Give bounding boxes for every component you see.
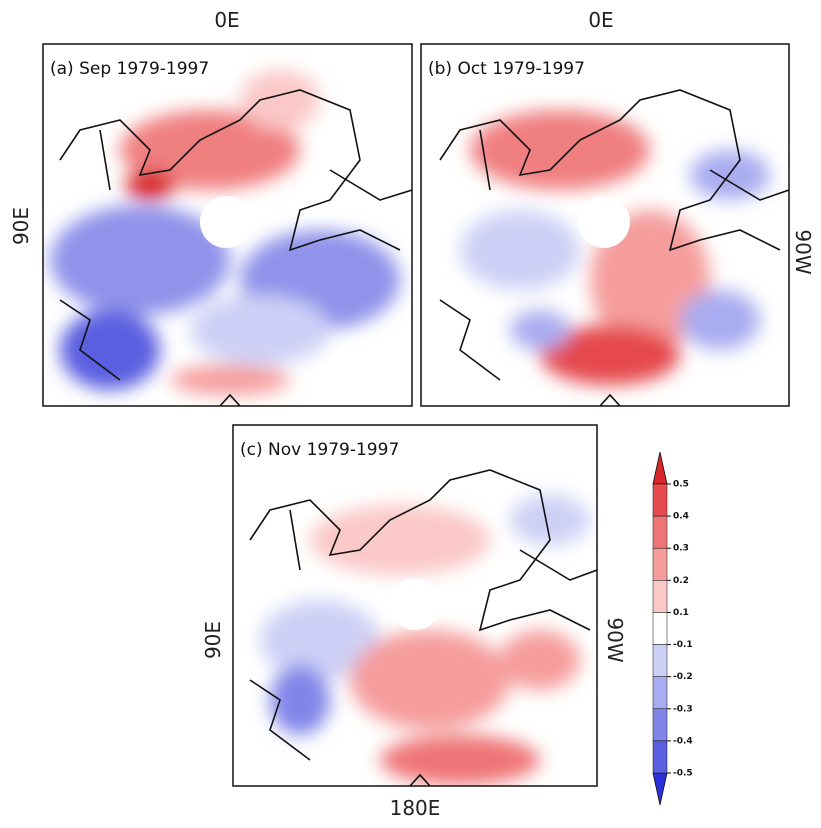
colorbar-end	[652, 772, 668, 806]
colorbar: 0.5 0.4 0.3 0.2 0.1 -0.1 -0.2 -0.3 -0.4 -0.5	[652, 451, 693, 806]
axis-label: 180E	[390, 796, 441, 820]
colorbar-bin	[652, 547, 668, 581]
panel-title: (b) Oct 1979-1997	[428, 59, 585, 79]
map-frame	[232, 424, 598, 787]
axis-label: 0E	[588, 8, 613, 32]
colorbar-end	[652, 451, 668, 485]
colorbar-bin	[652, 708, 668, 742]
panel-title: (a) Sep 1979-1997	[50, 59, 209, 79]
map-a	[43, 44, 412, 406]
axis-label: 90E	[9, 207, 33, 245]
colorbar-bin	[652, 612, 668, 645]
colorbar-bin	[652, 483, 668, 517]
axis-label: 90W	[603, 617, 627, 662]
colorbar-tick-label: -0.3	[673, 704, 693, 714]
map-b	[421, 44, 789, 406]
colorbar-bin	[652, 644, 668, 677]
colorbar-tick-label: 0.3	[673, 544, 689, 554]
map-frame	[42, 43, 413, 407]
axis-label: 90W	[791, 229, 815, 274]
colorbar-tick-label: 0.5	[673, 480, 689, 490]
axis-label: 90E	[201, 621, 225, 659]
colorbar-tick-label: 0.1	[673, 608, 689, 618]
colorbar-bin	[652, 515, 668, 549]
map-c	[233, 425, 597, 786]
colorbar-bin	[652, 580, 668, 613]
colorbar-tick-label: -0.4	[673, 736, 693, 746]
panel-title: (c) Nov 1979-1997	[240, 440, 399, 460]
axis-label: 0E	[214, 8, 239, 32]
colorbar-tick-label: -0.5	[673, 769, 693, 779]
colorbar-tick-label: 0.2	[673, 576, 689, 586]
colorbar-bin	[652, 740, 668, 774]
colorbar-bin	[652, 676, 668, 710]
colorbar-tick-label: -0.1	[673, 640, 693, 650]
map-frame	[420, 43, 790, 407]
colorbar-tick-label: 0.4	[673, 512, 689, 522]
colorbar-tick-label: -0.2	[673, 672, 693, 682]
